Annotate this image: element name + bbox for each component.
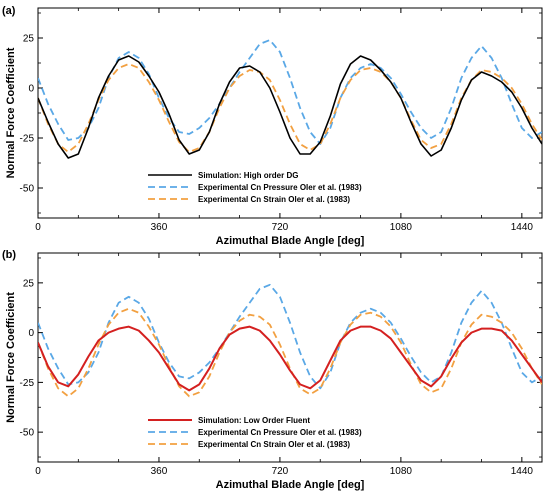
y-tick-label: 0 <box>28 328 34 339</box>
x-tick-label: 1440 <box>511 466 534 477</box>
x-tick-label: 720 <box>272 466 289 477</box>
x-tick-label: 360 <box>151 222 168 233</box>
panel-label: (a) <box>2 5 16 17</box>
x-tick-label: 1080 <box>390 222 413 233</box>
x-tick-label: 1440 <box>511 222 534 233</box>
x-tick-label: 0 <box>35 222 41 233</box>
legend: Simulation: High order DG Experimental Cn… <box>148 171 362 204</box>
x-tick-label: 0 <box>35 466 41 477</box>
x-axis-title: Azimuthal Blade Angle [deg] <box>216 235 365 247</box>
y-axis-title: Normal Force Coefficient <box>5 47 17 178</box>
y-tick-label: -50 <box>20 428 35 439</box>
x-tick-label: 720 <box>272 222 289 233</box>
y-axis-title: Normal Force Coefficient <box>5 292 17 423</box>
y-tick-label: -50 <box>20 184 35 195</box>
x-axis-title: Azimuthal Blade Angle [deg] <box>216 479 365 491</box>
legend-entry: Experimental Cn Strain Oler et al. (1983… <box>198 195 350 204</box>
legend-entry: Experimental Cn Pressure Oler et al. (19… <box>198 183 362 192</box>
series-line-2 <box>38 39 542 145</box>
legend: Simulation: Low Order Fluent Experimental… <box>148 416 362 449</box>
series-group <box>38 39 542 159</box>
y-tick-label: 25 <box>23 34 35 45</box>
legend-entry: Simulation: Low Order Fluent <box>198 416 310 425</box>
x-tick-label: 360 <box>151 466 168 477</box>
series-line-1 <box>38 55 542 159</box>
y-tick-label: -25 <box>20 378 35 389</box>
panel-2: 0 360 720 1080 1440 25 0 -25 -50 (b) Azimuthal Bla… <box>2 249 543 491</box>
panel-label: (b) <box>2 249 16 261</box>
legend-entry: Experimental Cn Strain Oler et al. (1983… <box>198 440 350 449</box>
panel-1: 0 360 720 1080 1440 25 0 -25 -50 (a) Azimuthal Bla… <box>2 5 543 247</box>
y-tick-label: -25 <box>20 134 35 145</box>
series-line-2 <box>38 283 542 390</box>
legend-entry: Simulation: High order DG <box>198 171 298 180</box>
x-tick-label: 1080 <box>390 466 413 477</box>
series-line-3 <box>38 307 542 398</box>
y-tick-label: 0 <box>28 84 34 95</box>
legend-entry: Experimental Cn Pressure Oler et al. (19… <box>198 428 362 437</box>
series-line-3 <box>38 63 542 153</box>
series-group <box>38 283 542 398</box>
y-tick-label: 25 <box>23 278 35 289</box>
series-line-1 <box>38 325 542 392</box>
